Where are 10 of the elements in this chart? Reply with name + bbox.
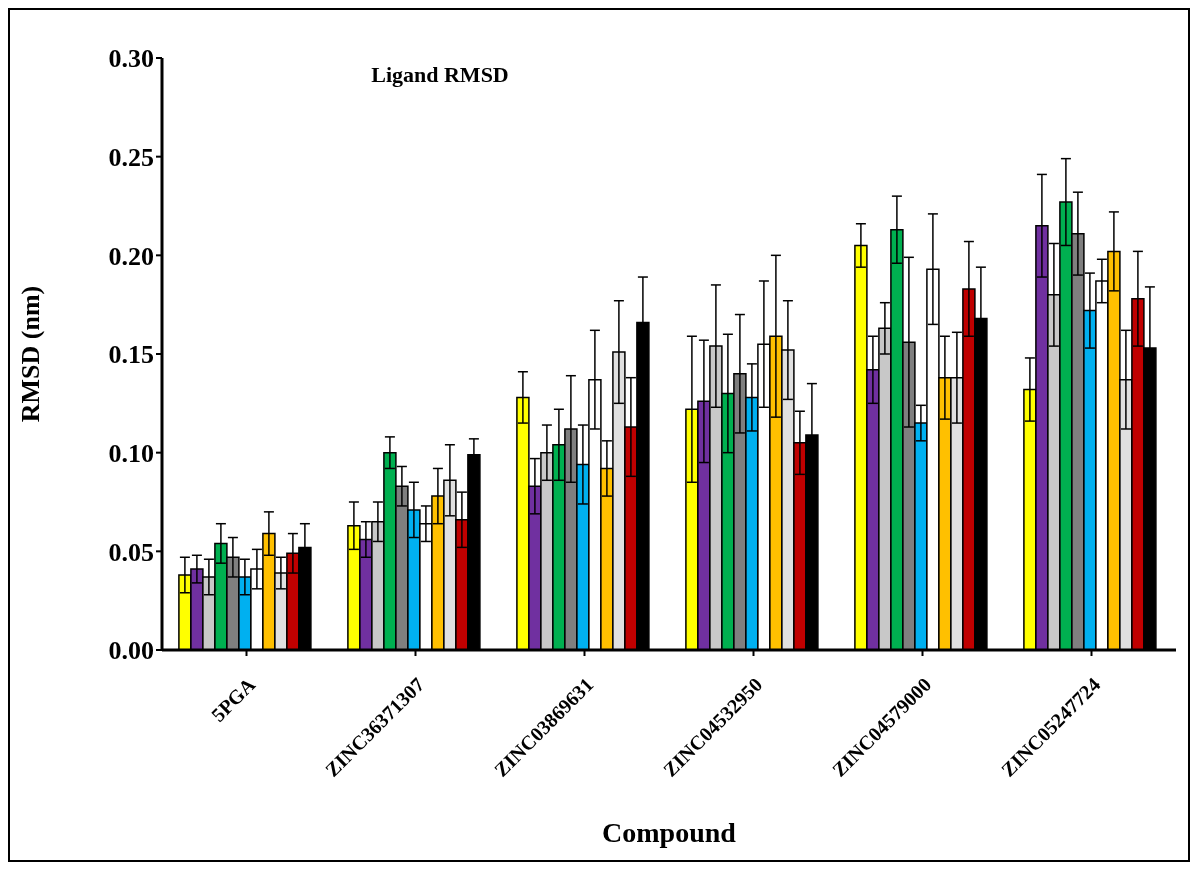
y-tick-label: 0.00 bbox=[108, 636, 154, 666]
y-tick-label: 0.20 bbox=[108, 241, 154, 271]
y-tick-label: 0.15 bbox=[108, 340, 154, 370]
y-axis-title: RMSD (nm) bbox=[16, 285, 46, 423]
y-tick-label: 0.05 bbox=[108, 537, 154, 567]
y-tick-label: 0.10 bbox=[108, 438, 154, 468]
y-tick-label: 0.30 bbox=[108, 44, 154, 74]
y-tick-label: 0.25 bbox=[108, 142, 154, 172]
chart-title: Ligand RMSD bbox=[370, 62, 510, 88]
x-axis-title: Compound bbox=[602, 817, 737, 848]
